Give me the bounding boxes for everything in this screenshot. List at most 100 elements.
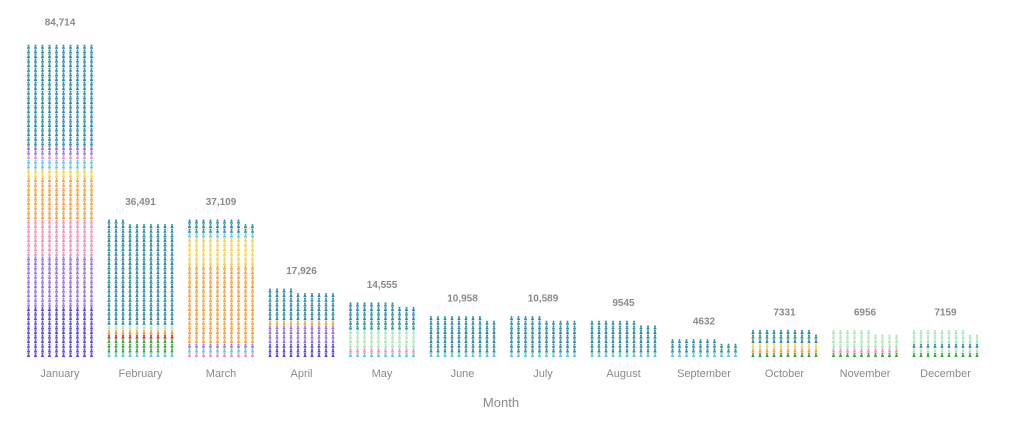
person-icon bbox=[54, 320, 59, 325]
person-icon bbox=[250, 315, 255, 321]
person-icon bbox=[54, 219, 59, 224]
person-icon bbox=[68, 131, 73, 137]
person-icon bbox=[222, 329, 227, 335]
person-icon bbox=[429, 320, 433, 325]
person-icon bbox=[369, 311, 374, 316]
person-icon bbox=[275, 343, 279, 348]
person-icon bbox=[324, 352, 328, 358]
person-icon bbox=[653, 329, 657, 335]
person-icon bbox=[772, 352, 776, 358]
person-icon bbox=[40, 205, 45, 210]
person-icon bbox=[719, 343, 724, 348]
person-icon bbox=[478, 334, 482, 339]
person-icon bbox=[492, 343, 496, 348]
person-icon bbox=[47, 154, 52, 160]
person-icon bbox=[464, 343, 468, 348]
person-icon bbox=[590, 329, 594, 335]
person-icon bbox=[170, 334, 174, 339]
person-icon bbox=[236, 265, 241, 270]
person-icon bbox=[135, 256, 139, 261]
person-icon bbox=[933, 348, 937, 353]
person-icon bbox=[632, 320, 636, 325]
person-icon bbox=[222, 246, 227, 252]
person-icon bbox=[478, 343, 482, 348]
person-icon bbox=[33, 260, 38, 266]
person-icon bbox=[33, 191, 38, 197]
person-icon bbox=[201, 343, 206, 348]
person-icon bbox=[135, 288, 139, 293]
person-icon bbox=[61, 53, 66, 59]
person-icon bbox=[362, 348, 367, 353]
person-icon bbox=[187, 274, 192, 279]
person-icon bbox=[289, 325, 293, 330]
person-icon bbox=[894, 348, 899, 353]
person-icon bbox=[355, 343, 360, 348]
person-icon bbox=[33, 320, 38, 325]
person-icon bbox=[670, 343, 675, 348]
person-icon bbox=[33, 237, 38, 243]
person-icon bbox=[331, 352, 335, 358]
person-icon bbox=[75, 159, 80, 164]
person-icon bbox=[537, 325, 542, 330]
person-icon bbox=[89, 302, 94, 307]
person-icon bbox=[530, 348, 535, 353]
person-icon bbox=[201, 315, 206, 321]
person-icon bbox=[163, 242, 167, 247]
x-tick-label: December bbox=[920, 368, 971, 380]
person-icon bbox=[968, 348, 972, 353]
person-icon bbox=[464, 325, 468, 330]
person-icon bbox=[516, 315, 521, 321]
person-icon bbox=[135, 306, 139, 312]
person-icon bbox=[61, 127, 66, 132]
person-icon bbox=[331, 325, 335, 330]
person-icon bbox=[82, 141, 87, 146]
person-icon bbox=[54, 168, 59, 174]
person-icon bbox=[222, 292, 227, 298]
person-icon bbox=[222, 311, 227, 316]
person-icon bbox=[758, 329, 762, 335]
person-icon bbox=[201, 283, 206, 289]
person-icon bbox=[82, 325, 87, 330]
person-icon bbox=[201, 348, 206, 353]
person-icon bbox=[142, 311, 146, 316]
person-icon bbox=[61, 200, 66, 206]
person-icon bbox=[40, 214, 45, 220]
person-icon bbox=[208, 223, 213, 229]
person-icon bbox=[156, 228, 160, 233]
person-icon bbox=[54, 90, 59, 95]
person-icon bbox=[75, 260, 80, 266]
person-icon bbox=[222, 279, 227, 284]
person-icon bbox=[75, 292, 80, 298]
person-icon bbox=[243, 320, 248, 325]
person-icon bbox=[194, 251, 199, 256]
person-icon bbox=[89, 99, 94, 105]
person-icon bbox=[296, 338, 300, 344]
person-icon bbox=[121, 320, 125, 325]
person-icon bbox=[565, 352, 570, 358]
person-icon bbox=[82, 210, 87, 215]
person-icon bbox=[800, 343, 804, 348]
person-icon bbox=[26, 44, 31, 49]
person-icon bbox=[348, 334, 353, 339]
person-icon bbox=[551, 352, 556, 358]
person-icon bbox=[33, 76, 38, 82]
person-icon bbox=[163, 288, 167, 293]
person-icon bbox=[838, 329, 843, 335]
person-icon bbox=[236, 260, 241, 266]
person-icon bbox=[82, 274, 87, 279]
person-icon bbox=[201, 292, 206, 298]
person-icon bbox=[758, 338, 762, 344]
person-icon bbox=[170, 343, 174, 348]
person-icon bbox=[268, 348, 272, 353]
bar-total-label: 36,491 bbox=[125, 197, 156, 208]
person-icon bbox=[310, 297, 314, 302]
person-icon bbox=[516, 338, 521, 344]
person-icon bbox=[128, 325, 132, 330]
person-icon bbox=[33, 256, 38, 261]
person-icon bbox=[698, 343, 703, 348]
x-tick-label: July bbox=[533, 368, 553, 380]
person-icon bbox=[880, 352, 885, 358]
person-icon bbox=[289, 334, 293, 339]
person-icon bbox=[670, 348, 675, 353]
person-icon bbox=[250, 233, 255, 238]
